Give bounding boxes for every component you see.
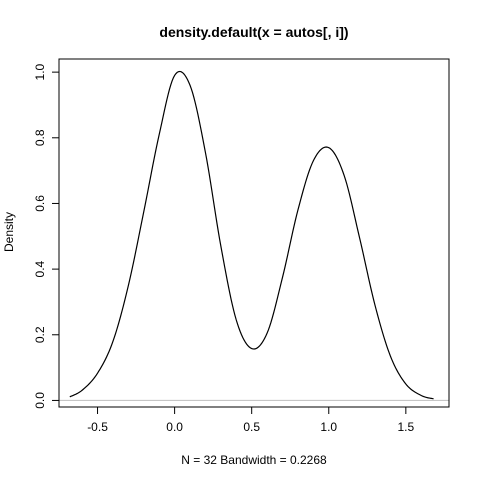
x-axis-label: N = 32 Bandwidth = 0.2268 <box>181 453 327 467</box>
y-axis: 0.0 0.2 0.4 0.6 0.8 1.0 <box>33 63 60 409</box>
y-tick-label: 0.2 <box>33 326 47 343</box>
chart-title: density.default(x = autos[, i]) <box>159 24 348 40</box>
x-tick-label: 0.0 <box>166 420 183 434</box>
x-tick-label: 1.5 <box>397 420 414 434</box>
x-tick-label: 0.5 <box>243 420 260 434</box>
x-tick-label: -0.5 <box>87 420 108 434</box>
x-axis: -0.5 0.0 0.5 1.0 1.5 <box>87 406 415 434</box>
x-tick-label: 1.0 <box>320 420 337 434</box>
density-curve <box>69 70 434 400</box>
y-tick-label: 0.6 <box>33 195 47 212</box>
y-tick-label: 0.8 <box>33 129 47 146</box>
y-tick-label: 1.0 <box>33 63 47 80</box>
y-axis-label: Density <box>2 212 16 252</box>
y-tick-label: 0.4 <box>33 260 47 277</box>
y-tick-label: 0.0 <box>33 392 47 409</box>
